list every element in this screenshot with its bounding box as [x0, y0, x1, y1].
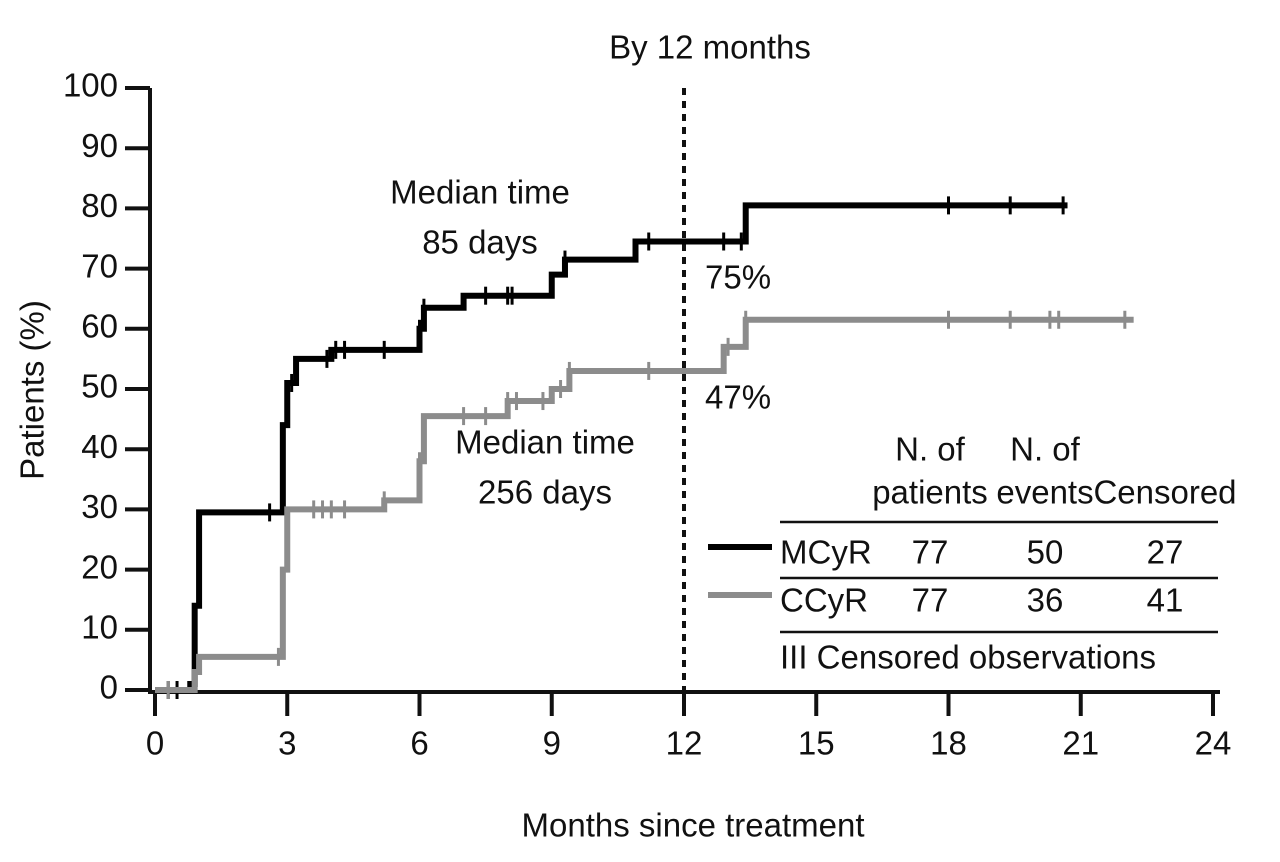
table-cell: 77 [912, 582, 949, 619]
y-tick-label: 90 [81, 127, 118, 164]
annotation: 256 days [478, 474, 612, 511]
reference-label: By 12 months [609, 29, 811, 66]
y-tick-label: 100 [63, 67, 118, 104]
annotation: Median time [455, 424, 635, 461]
annotation: 75% [705, 259, 771, 296]
table-header: N. of [1010, 431, 1081, 468]
x-tick-label: 18 [930, 725, 967, 762]
table-header: patients [872, 474, 988, 511]
table-header: N. of [895, 431, 966, 468]
y-tick-label: 20 [81, 548, 118, 585]
x-tick-label: 12 [666, 725, 703, 762]
x-tick-label: 21 [1062, 725, 1099, 762]
x-tick-label: 15 [798, 725, 835, 762]
x-tick-label: 6 [410, 725, 428, 762]
legend-label: CCyR [780, 582, 868, 619]
x-axis-label: Months since treatment [522, 807, 865, 844]
table-header: Censored [1093, 474, 1236, 511]
y-tick-label: 50 [81, 368, 118, 405]
table-cell: 41 [1147, 582, 1184, 619]
table-cell: 50 [1027, 534, 1064, 571]
annotation: 47% [705, 379, 771, 416]
x-tick-label: 9 [543, 725, 561, 762]
table-cell: 36 [1027, 582, 1064, 619]
table-cell: 27 [1147, 534, 1184, 571]
x-tick-label: 24 [1195, 725, 1232, 762]
table-note: III Censored observations [780, 639, 1156, 676]
y-tick-label: 10 [81, 609, 118, 646]
y-tick-label: 70 [81, 247, 118, 284]
table-header: events [996, 474, 1093, 511]
x-tick-label: 3 [278, 725, 296, 762]
series-line [155, 316, 1134, 693]
y-tick-label: 30 [81, 488, 118, 525]
y-tick-label: 80 [81, 187, 118, 224]
y-axis-label: Patients (%) [14, 300, 51, 480]
annotation: 85 days [422, 224, 538, 261]
table-cell: 77 [912, 534, 949, 571]
y-tick-label: 60 [81, 308, 118, 345]
annotation: Median time [390, 174, 570, 211]
x-tick-label: 0 [146, 725, 164, 762]
y-tick-label: 40 [81, 428, 118, 465]
y-tick-label: 0 [100, 669, 118, 706]
legend-label: MCyR [780, 534, 872, 571]
